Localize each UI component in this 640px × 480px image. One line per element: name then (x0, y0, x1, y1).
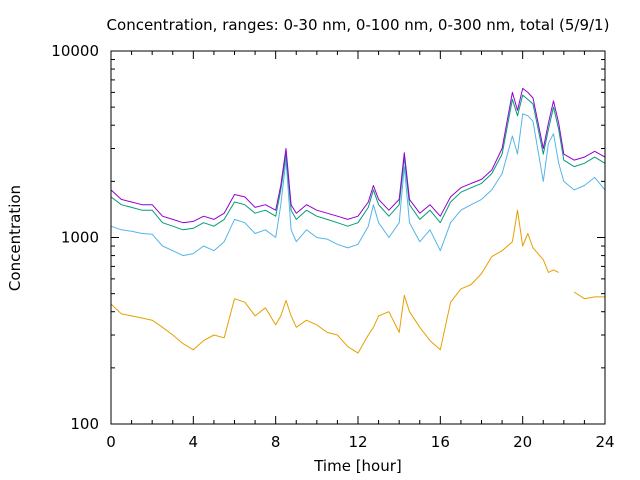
x-tick-label: 4 (189, 433, 199, 451)
plot-frame (110, 50, 606, 425)
y-axis-ticks: 100 1000 10000 (51, 42, 605, 433)
x-tick-label: 20 (513, 433, 532, 451)
series-line-1 (110, 209, 605, 354)
x-tick-label: 16 (431, 433, 450, 451)
y-tick-label: 10000 (51, 42, 99, 60)
chart-title: Concentration, ranges: 0-30 nm, 0-100 nm… (107, 16, 610, 34)
x-tick-label: 12 (348, 433, 367, 451)
x-tick-label: 0 (106, 433, 116, 451)
y-tick-label: 1000 (61, 229, 99, 247)
x-axis-label: Time [hour] (313, 457, 402, 475)
series-line-4 (110, 87, 606, 224)
y-tick-label: 100 (70, 415, 99, 433)
x-tick-label: 24 (595, 433, 614, 451)
series-layer (110, 87, 606, 354)
series-line-2 (110, 113, 606, 257)
series-line-3 (110, 94, 606, 231)
y-axis-label: Concentration (6, 185, 24, 291)
x-tick-label: 8 (271, 433, 281, 451)
x-axis-ticks: 0 4 8 12 16 20 24 (106, 51, 615, 451)
